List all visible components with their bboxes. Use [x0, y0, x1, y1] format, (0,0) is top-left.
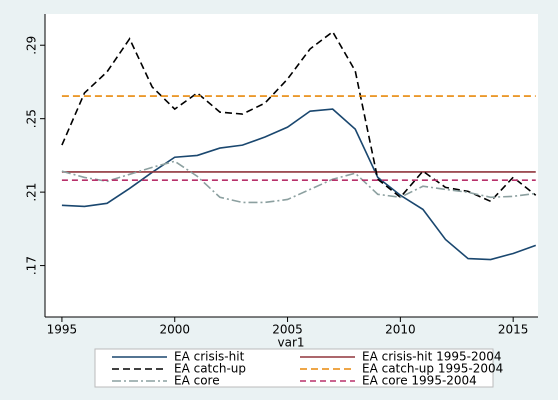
x-tick-label: 2015	[498, 323, 529, 337]
y-tick-label: .17	[25, 256, 39, 275]
x-tick-label: 1995	[47, 323, 78, 337]
x-tick-label: 2010	[385, 323, 416, 337]
legend	[94, 348, 494, 388]
legend-label: EA catch-up 1995-2004	[362, 362, 503, 376]
legend-label: EA crisis-hit 1995-2004	[362, 350, 502, 364]
x-tick-label: 2000	[159, 323, 190, 337]
x-tick-label: 2005	[272, 323, 303, 337]
x-axis-label: var1	[277, 336, 304, 350]
y-tick-label: .29	[25, 36, 39, 55]
y-tick-label: .25	[25, 109, 39, 128]
legend-label: EA core 1995-2004	[362, 374, 477, 388]
plot-area	[45, 14, 538, 317]
series-line	[61, 30, 537, 203]
legend-label: EA core	[174, 374, 220, 388]
series-line	[61, 108, 537, 261]
legend-label: EA catch-up	[174, 362, 246, 376]
y-tick-label: .21	[25, 183, 39, 202]
series-line	[61, 160, 536, 204]
legend-label: EA crisis-hit	[174, 350, 245, 364]
